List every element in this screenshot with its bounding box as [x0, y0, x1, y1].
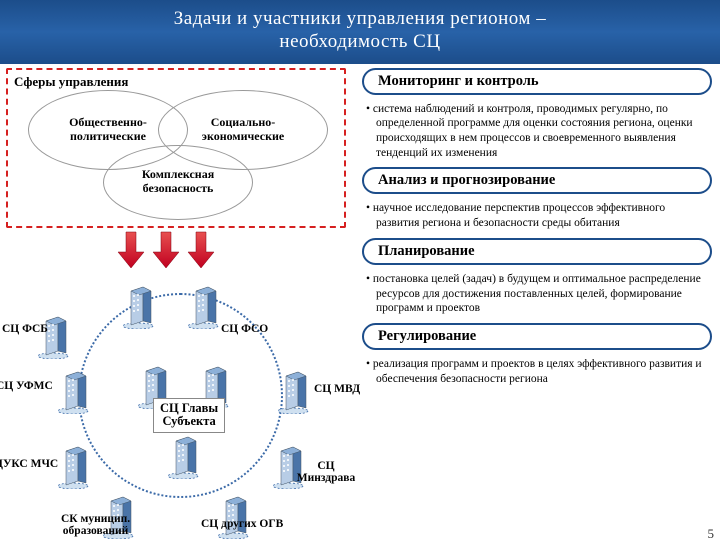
section-header-2: Планирование [362, 238, 712, 265]
building-c4 [166, 433, 200, 479]
page-number: 5 [708, 526, 715, 542]
node-label-minzdrav: СЦ Минздрава [291, 460, 361, 485]
venn-diagram: Общественно-политические Социально-эконо… [28, 90, 328, 225]
spheres-box: Сферы управления Общественно-политически… [6, 68, 346, 228]
node-label-fsb: СЦ ФСБ [2, 323, 48, 336]
building-ufms [56, 368, 90, 414]
right-column: Мониторинг и контроль система наблюдений … [362, 68, 712, 389]
building-fso [186, 283, 220, 329]
title-line1: Задачи и участники управления регионом – [174, 8, 546, 29]
section-header-3: Регулирование [362, 323, 712, 350]
section-header-0: Мониторинг и контроль [362, 68, 712, 95]
section-header-1: Анализ и прогнозирование [362, 167, 712, 194]
venn-ellipse-3: Комплекснаябезопасность [103, 145, 253, 220]
title-line2: необходимость СЦ [279, 31, 440, 52]
arrows-svg [106, 230, 226, 270]
node-label-ogv: СЦ других ОГВ [201, 518, 283, 531]
building-ogv [216, 493, 250, 539]
center-label: СЦ ГлавыСубъекта [153, 398, 225, 434]
network-diagram: СЦ ФСБ СЦ ФСО СЦ УФМС [6, 268, 361, 538]
section-desc-3: реализация программ и проектов в целях э… [362, 355, 712, 388]
node-label-mchs: ЦУКС МЧС [0, 458, 58, 471]
node-label-munic: СК муницип.образований [61, 513, 130, 538]
node-label-mvd: СЦ МВД [314, 383, 360, 396]
node-label-ufms: СЦ УФМС [0, 380, 53, 393]
slide-content: Сферы управления Общественно-политически… [0, 64, 720, 544]
building-mchs [56, 443, 90, 489]
section-desc-1: научное исследование перспектив процессо… [362, 199, 712, 232]
arrows-down [106, 230, 226, 270]
slide-title: Задачи и участники управления регионом –… [0, 0, 720, 64]
left-column: Сферы управления Общественно-политически… [6, 68, 356, 548]
building-fsb [36, 313, 70, 359]
spheres-title: Сферы управления [14, 74, 338, 90]
node-label-fso: СЦ ФСО [221, 323, 268, 336]
section-desc-0: система наблюдений и контроля, проводимы… [362, 100, 712, 163]
building-c1 [121, 283, 155, 329]
section-desc-2: постановка целей (задач) в будущем и опт… [362, 270, 712, 318]
building-mvd [276, 368, 310, 414]
